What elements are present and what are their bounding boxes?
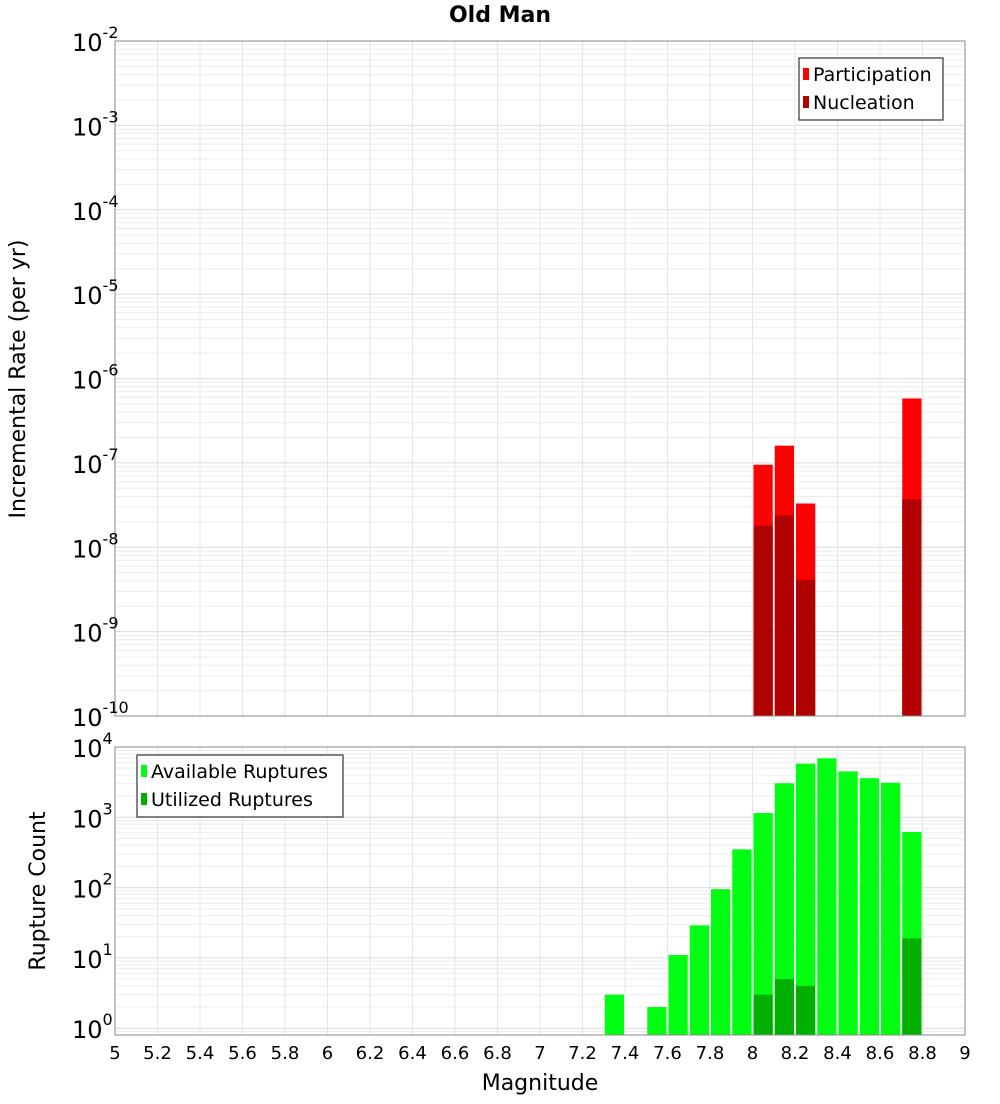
x-tick-label: 8.4 — [823, 1043, 852, 1064]
nucleation-bar — [796, 579, 816, 716]
top-legend-swatch — [803, 96, 809, 108]
x-tick-label: 5.2 — [143, 1043, 172, 1064]
bottom-bars — [604, 758, 922, 1035]
top-legend-label: Participation — [813, 64, 932, 86]
top-legend-swatch — [803, 68, 809, 80]
available-ruptures-bar — [732, 849, 752, 1035]
x-tick-label: 6 — [322, 1043, 333, 1064]
top-grid — [114, 41, 966, 717]
available-ruptures-bar — [753, 813, 773, 1035]
top-y-tick-label: 10-9 — [72, 614, 119, 648]
x-tick-label: 7.6 — [653, 1043, 682, 1064]
available-ruptures-bar — [881, 782, 901, 1035]
bottom-legend-label: Utilized Ruptures — [151, 789, 313, 811]
bottom-y-tick-label: 100 — [72, 1010, 113, 1044]
bottom-legend-box — [136, 754, 344, 818]
top-y-tick-label: 10-5 — [72, 276, 119, 310]
x-tick-label: 7.4 — [611, 1043, 640, 1064]
x-tick-label: 6.6 — [441, 1043, 470, 1064]
top-y-tick-label: 10-4 — [72, 192, 119, 226]
nucleation-bar — [774, 515, 794, 716]
bottom-legend-swatch — [141, 765, 147, 777]
x-tick-label: 5 — [109, 1043, 120, 1064]
top-plot-frame — [114, 40, 966, 717]
x-tick-label: 7.2 — [568, 1043, 597, 1064]
available-ruptures-bar — [796, 763, 816, 1035]
top-legend-label: Nucleation — [813, 92, 915, 114]
x-tick-labels: 5 5.2 5.4 5.6 5.8 6 6.2 6.4 6.6 6.8 7 7.2 7.4 7.6 7.8 8… — [109, 1043, 970, 1064]
available-ruptures-bar — [689, 925, 709, 1035]
x-tick-label: 8 — [747, 1043, 758, 1064]
top-bars — [753, 398, 922, 716]
x-tick-label: 5.6 — [228, 1043, 257, 1064]
top-plot-area: 10-10 10-9 10-8 10-7 10-6 10-5 10-4 10-3 10-2 Par… — [72, 23, 966, 732]
bottom-plot-area: 100 101 102 103 104 5 5.2 5.4 5.6 5.8 6 6.2 6.4 6.6 6.… — [72, 729, 971, 1064]
available-ruptures-bar — [711, 889, 731, 1035]
top-y-tick-labels: 10-10 10-9 10-8 10-7 10-6 10-5 10-4 10-3 10-2 — [72, 23, 129, 732]
top-y-tick-label: 10-3 — [72, 107, 119, 141]
top-legend-box — [798, 57, 944, 121]
bottom-legend-label: Available Ruptures — [151, 761, 328, 783]
x-tick-label: 8.8 — [908, 1043, 937, 1064]
available-ruptures-bar — [647, 1007, 667, 1035]
bottom-y-tick-label: 101 — [72, 940, 113, 974]
bottom-legend: Available Ruptures Utilized Ruptures — [136, 754, 344, 818]
nucleation-bar — [902, 499, 922, 716]
bottom-y-tick-label: 102 — [72, 870, 113, 904]
top-legend: Participation Nucleation — [798, 57, 944, 121]
top-y-tick-label: 10-2 — [72, 23, 119, 57]
x-tick-label: 9 — [959, 1043, 970, 1064]
bottom-legend-swatch — [141, 793, 147, 805]
x-axis-label: Magnitude — [482, 1071, 599, 1096]
top-y-tick-label: 10-10 — [72, 698, 129, 732]
utilized-ruptures-bar — [902, 938, 922, 1035]
utilized-ruptures-bar — [774, 979, 794, 1035]
top-y-tick-label: 10-8 — [72, 529, 119, 563]
bottom-y-axis-label: Rupture Count — [26, 811, 51, 971]
x-tick-label: 6.2 — [356, 1043, 385, 1064]
bottom-y-tick-labels: 100 101 102 103 104 — [72, 729, 113, 1044]
x-tick-label: 5.4 — [186, 1043, 215, 1064]
available-ruptures-bar — [604, 994, 624, 1035]
available-ruptures-bar — [774, 783, 794, 1035]
top-y-tick-label: 10-6 — [72, 361, 119, 395]
x-tick-label: 8.6 — [866, 1043, 895, 1064]
x-tick-label: 5.8 — [271, 1043, 300, 1064]
bottom-y-tick-label: 103 — [72, 799, 113, 833]
x-tick-label: 6.4 — [398, 1043, 427, 1064]
utilized-ruptures-bar — [753, 994, 773, 1035]
available-ruptures-bar — [817, 758, 837, 1035]
bottom-plot-frame — [114, 746, 966, 1036]
x-tick-label: 7 — [534, 1043, 545, 1064]
available-ruptures-bar — [838, 771, 858, 1035]
x-tick-label: 6.8 — [483, 1043, 512, 1064]
top-y-tick-label: 10-7 — [72, 445, 119, 479]
bottom-y-tick-label: 104 — [72, 729, 113, 763]
nucleation-bar — [753, 525, 773, 716]
available-ruptures-bar — [668, 954, 688, 1035]
chart-title: Old Man — [449, 3, 551, 28]
x-tick-label: 8.2 — [781, 1043, 810, 1064]
available-ruptures-bar — [859, 778, 879, 1035]
top-y-axis-label: Incremental Rate (per yr) — [6, 240, 31, 519]
x-tick-label: 7.8 — [696, 1043, 725, 1064]
utilized-ruptures-bar — [796, 985, 816, 1035]
